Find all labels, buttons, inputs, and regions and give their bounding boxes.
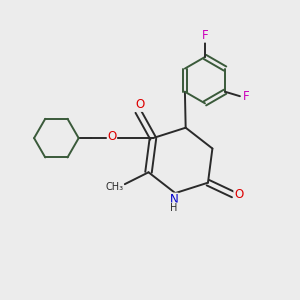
Text: H: H	[170, 203, 178, 213]
Text: F: F	[202, 29, 208, 42]
Text: N: N	[169, 193, 178, 206]
Text: O: O	[135, 98, 144, 111]
Text: O: O	[234, 188, 243, 201]
Text: CH₃: CH₃	[105, 182, 123, 192]
Text: O: O	[107, 130, 117, 143]
Text: F: F	[243, 90, 250, 103]
